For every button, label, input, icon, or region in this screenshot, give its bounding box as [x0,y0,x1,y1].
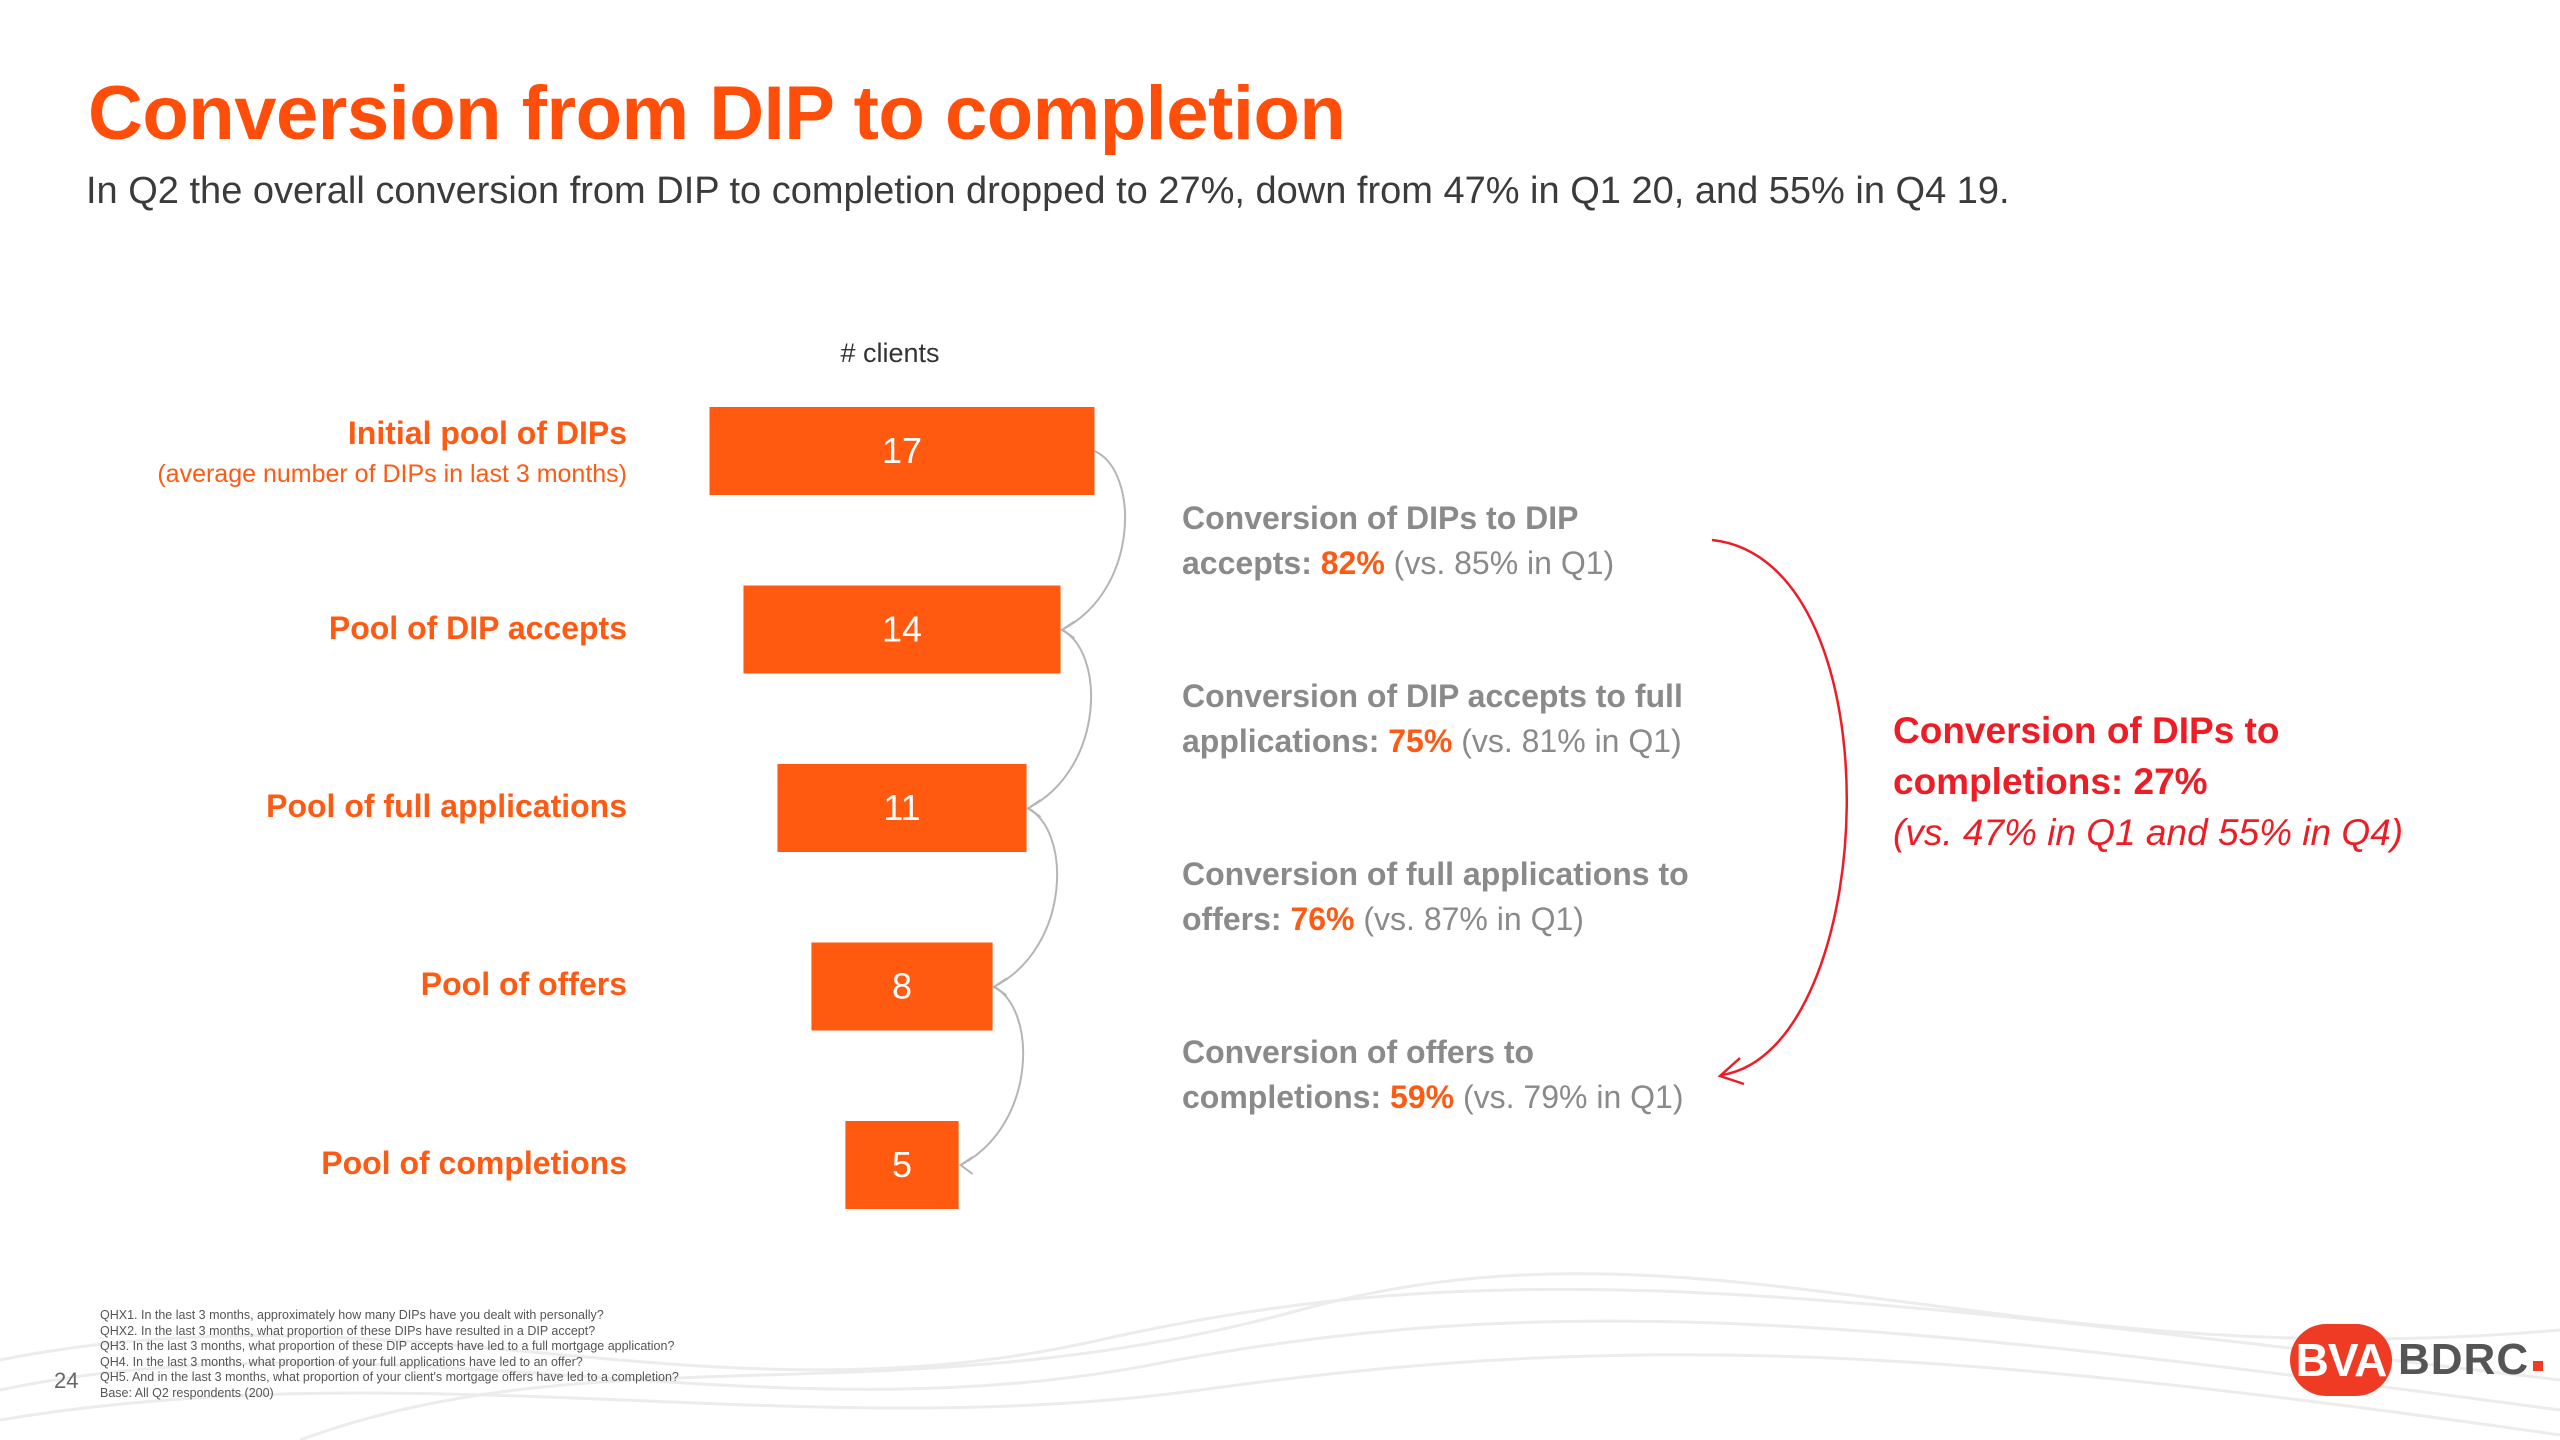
conversion-lead-2: completions: [1182,1079,1391,1115]
logo-text: BDRC [2398,1335,2530,1384]
conversion-dip-to-accept: Conversion of DIPs to DIP accepts: 82% (… [1182,496,1742,586]
conversion-comparison: (vs. 81% in Q1) [1452,723,1682,759]
bar-value-label: 14 [882,609,922,650]
overall-conversion-note: (vs. 47% in Q1 and 55% in Q4) [1893,812,2404,853]
overall-bracket-arrowhead [1717,1057,1745,1086]
logo-mark: BVA [2290,1324,2392,1396]
bar-value-label: 5 [892,1144,912,1185]
conversion-connector [1028,628,1093,809]
conversion-connector [960,985,1025,1166]
footnote: Base: All Q2 respondents (200) [100,1385,274,1400]
conversion-connector [994,807,1059,988]
conversion-percent: 76% [1290,901,1355,937]
conversion-accept-to-application: Conversion of DIP accepts to full applic… [1182,674,1742,764]
overall-conversion-line1: Conversion of DIPs to [1893,710,2280,751]
stage-label-offers: Pool of offers [420,966,627,1002]
stage-label-dip-accepts: Pool of DIP accepts [328,610,627,646]
overall-bracket [1711,538,1848,1077]
page-number: 24 [54,1368,79,1393]
footnote: QH4. In the last 3 months, what proporti… [100,1354,583,1369]
conversion-percent: 75% [1388,723,1453,759]
conversion-connector [1062,450,1127,631]
conversion-application-to-offer: Conversion of full applications to offer… [1182,852,1742,942]
footnote: QH5. And in the last 3 months, what prop… [100,1370,679,1384]
bar-value-label: 11 [883,787,920,828]
conversion-comparison: (vs. 87% in Q1) [1354,901,1584,937]
conversion-lead: Conversion of offers to [1182,1034,1535,1070]
connector-arrowhead [958,1156,974,1175]
logo-dot [2533,1361,2544,1371]
conversion-comparison: (vs. 85% in Q1) [1384,545,1615,581]
conversion-percent: 59% [1390,1079,1455,1115]
funnel-chart: 17 14 11 8 5 [709,407,1848,1209]
page-title: Conversion from DIP to completion [88,71,1346,156]
footnotes: QHX1. In the last 3 months, approximatel… [100,1308,1100,1401]
conversion-lead-2: accepts: [1182,545,1321,581]
conversion-lead-2: applications: [1182,723,1389,759]
conversion-comparison: (vs. 79% in Q1) [1454,1079,1684,1115]
stage-label-full-applications: Pool of full applications [266,788,627,824]
conversion-lead: Conversion of DIP accepts to full [1182,678,1683,714]
funnel-bar [777,764,1027,852]
funnel-bar [811,942,993,1031]
bar-value-label: 17 [882,430,922,471]
stage-label-initial-dips: Initial pool of DIPs [347,415,627,451]
overall-conversion: Conversion of DIPs to completions: 27% (… [1893,705,2413,858]
x-axis-label: # clients [840,338,940,368]
funnel-bar [743,585,1061,674]
conversion-lead-2: offers: [1182,901,1291,937]
conversion-lead: Conversion of DIPs to DIP [1182,500,1579,536]
bar-value-label: 8 [892,966,912,1007]
stage-sublabel-initial-dips: (average number of DIPs in last 3 months… [157,460,627,488]
footnote: QH3. In the last 3 months, what proporti… [100,1339,675,1353]
footnote: QHX1. In the last 3 months, approximatel… [100,1308,604,1322]
footnote: QHX2. In the last 3 months, what proport… [100,1323,596,1338]
funnel-bar [845,1121,959,1209]
funnel-bar [709,407,1095,495]
conversion-lead: Conversion of full applications to [1182,856,1689,892]
conversion-offer-to-completion: Conversion of offers to completions: 59%… [1182,1030,1742,1120]
stage-label-completions: Pool of completions [321,1145,627,1181]
overall-conversion-line2: completions: 27% [1893,761,2208,802]
bva-bdrc-logo: BVA BDRC [2290,1320,2544,1400]
conversion-percent: 82% [1320,545,1385,581]
background-swirl [0,1272,2560,1440]
page-subtitle: In Q2 the overall conversion from DIP to… [86,170,2010,212]
